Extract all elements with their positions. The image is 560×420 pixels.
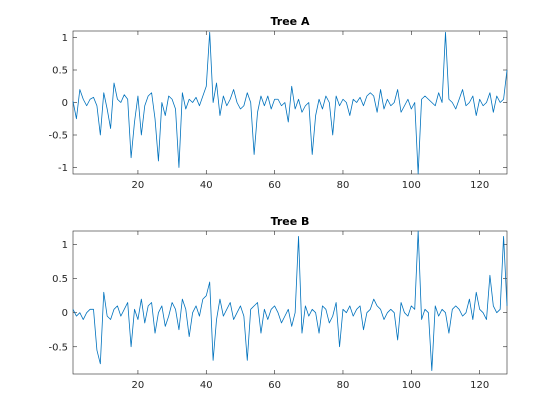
x-tick-label: 120 <box>470 380 489 391</box>
y-tick-label: -0.5 <box>48 131 68 142</box>
y-tick-label: -1 <box>58 163 68 174</box>
subplot-title: Tree B <box>271 215 310 228</box>
y-tick-label: 0.5 <box>52 66 68 77</box>
x-tick-label: 120 <box>470 180 489 191</box>
x-tick-label: 40 <box>200 380 213 391</box>
series-line <box>72 230 508 372</box>
x-tick-label: 80 <box>337 180 350 191</box>
x-tick-label: 40 <box>200 180 213 191</box>
series-line <box>72 31 508 175</box>
series-line-group <box>72 31 508 175</box>
x-tick-label: 100 <box>402 380 421 391</box>
subplot-title: Tree A <box>271 15 310 28</box>
x-tick-label: 20 <box>132 380 145 391</box>
x-tick-label: 60 <box>268 380 281 391</box>
subplot-tree-a: Tree A 20 40 60 80 100 120 -1 -0.5 0 0.5 1 <box>48 15 508 191</box>
axis-ticks: 20 40 60 80 100 120 -1 -0.5 0 0.5 1 <box>48 31 507 191</box>
series-line-group <box>72 230 508 372</box>
x-tick-label: 100 <box>402 180 421 191</box>
axes-box <box>72 230 508 375</box>
y-tick-label: 0 <box>62 308 68 319</box>
axis-ticks: 20 40 60 80 100 120 -0.5 0 0.5 1 <box>48 231 507 391</box>
y-tick-label: -0.5 <box>48 342 68 353</box>
y-tick-label: 1 <box>62 240 68 251</box>
x-tick-label: 60 <box>268 180 281 191</box>
y-tick-label: 0 <box>62 98 68 109</box>
x-tick-label: 20 <box>132 180 145 191</box>
y-tick-label: 0.5 <box>52 274 68 285</box>
y-tick-label: 1 <box>62 33 68 44</box>
subplot-tree-b: Tree B 20 40 60 80 100 120 -0.5 0 0.5 1 <box>48 215 508 391</box>
x-tick-label: 80 <box>337 380 350 391</box>
